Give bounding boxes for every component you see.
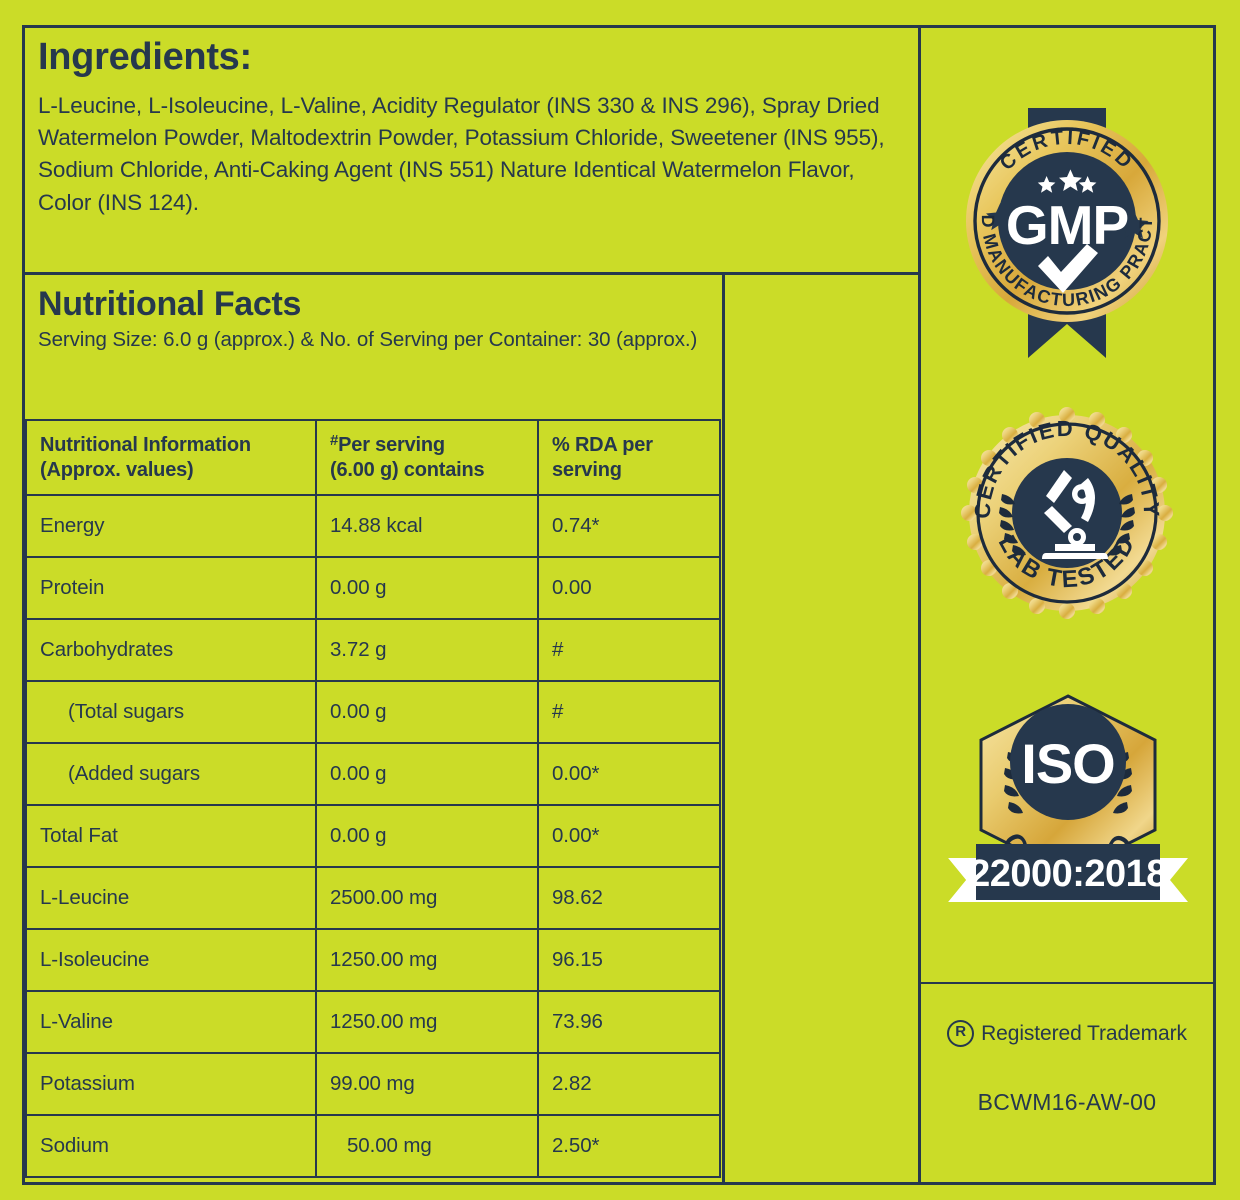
- ingredients-bottom-divider: [22, 272, 921, 275]
- iso-certified-badge: ISO CERTIFIED 22000:2018: [940, 690, 1196, 928]
- nutrition-table: Nutritional Information (Approx. values)…: [25, 419, 721, 1178]
- row-per-serving: 3.72 g: [315, 618, 539, 682]
- row-nutrient-name: L-Leucine: [25, 866, 317, 930]
- serving-info: Serving Size: 6.0 g (approx.) & No. of S…: [38, 328, 698, 352]
- row-rda: 2.50*: [537, 1114, 721, 1178]
- laurel-left-icon: [999, 494, 1026, 556]
- label-outer-frame: [22, 25, 1216, 1185]
- row-rda: 98.62: [537, 866, 721, 930]
- header-nutrient-line1: Nutritional Information: [40, 433, 251, 456]
- row-nutrient-name: Sodium: [25, 1114, 317, 1178]
- row-per-serving: 0.00 g: [315, 680, 539, 744]
- header-per-serving: #Per serving (6.00 g) contains: [315, 419, 539, 496]
- table-row: Carbohydrates 3.72 g #: [25, 618, 721, 682]
- row-per-serving: 14.88 kcal: [315, 494, 539, 558]
- table-row: L-Valine 1250.00 mg 73.96: [25, 990, 721, 1054]
- registered-trademark-label: Registered Trademark: [981, 1021, 1187, 1045]
- table-header-row: Nutritional Information (Approx. values)…: [25, 419, 721, 496]
- row-nutrient-name: L-Valine: [25, 990, 317, 1054]
- gmp-certified-badge: CERTIFIED GOOD MANUFACTURING PRACTICES G…: [952, 62, 1174, 364]
- row-rda: 73.96: [537, 990, 721, 1054]
- row-per-serving: 0.00 g: [315, 556, 539, 620]
- right-panel-divider: [918, 982, 1216, 984]
- microscope-icon: [1042, 470, 1108, 559]
- header-rda: % RDA per serving: [537, 419, 721, 496]
- row-per-serving: 0.00 g: [315, 804, 539, 868]
- row-per-serving: 1250.00 mg: [315, 990, 539, 1054]
- trademark-block: R Registered Trademark BCWM16-AW-00: [918, 1020, 1216, 1116]
- ingredients-title: Ingredients:: [38, 36, 252, 78]
- header-rda-line2: serving: [552, 458, 622, 481]
- nutrition-title: Nutritional Facts: [38, 285, 302, 323]
- row-nutrient-name: Energy: [25, 494, 317, 558]
- row-rda: 2.82: [537, 1052, 721, 1116]
- header-per-serving-line2: (6.00 g) contains: [330, 459, 485, 481]
- table-row: L-Isoleucine 1250.00 mg 96.15: [25, 928, 721, 992]
- table-row: Energy 14.88 kcal 0.74*: [25, 494, 721, 558]
- row-rda: #: [537, 618, 721, 682]
- row-nutrient-name: (Total sugars: [25, 680, 317, 744]
- nutrition-heading-block: Nutritional Facts Serving Size: 6.0 g (a…: [38, 286, 710, 353]
- header-per-serving-line1: Per serving: [338, 434, 445, 456]
- row-nutrient-name: L-Isoleucine: [25, 928, 317, 992]
- svg-text:GMP: GMP: [1006, 194, 1128, 256]
- registered-trademark-line: R Registered Trademark: [918, 1020, 1216, 1047]
- footnote-column-divider: [722, 272, 725, 1185]
- row-rda: 96.15: [537, 928, 721, 992]
- row-rda: 0.00*: [537, 742, 721, 806]
- svg-text:ISO: ISO: [1021, 732, 1114, 795]
- footnotes-rotated-block: %RDA values established as per ICMR 2020…: [725, 275, 919, 1183]
- lab-tested-badge: CERTIFIED QUALITY LAB TESTED: [960, 406, 1174, 620]
- table-body: Energy 14.88 kcal 0.74* Protein 0.00 g 0…: [25, 494, 721, 1178]
- header-nutrient: Nutritional Information (Approx. values): [25, 419, 317, 496]
- ingredients-section: Ingredients: L-Leucine, L-Isoleucine, L-…: [38, 38, 910, 219]
- row-per-serving: 0.00 g: [315, 742, 539, 806]
- row-rda: #: [537, 680, 721, 744]
- table-row: Potassium 99.00 mg 2.82: [25, 1052, 721, 1116]
- row-per-serving: 2500.00 mg: [315, 866, 539, 930]
- row-per-serving: 50.00 mg: [315, 1114, 539, 1178]
- row-rda: 0.00: [537, 556, 721, 620]
- registered-trademark-icon: R: [947, 1020, 975, 1047]
- table-row: Total Fat 0.00 g 0.00*: [25, 804, 721, 868]
- table-row: Sodium 50.00 mg 2.50*: [25, 1114, 721, 1178]
- row-per-serving: 1250.00 mg: [315, 928, 539, 992]
- svg-text:22000:2018: 22000:2018: [969, 853, 1167, 895]
- table-row: L-Leucine 2500.00 mg 98.62: [25, 866, 721, 930]
- row-nutrient-name: Total Fat: [25, 804, 317, 868]
- row-nutrient-name: Potassium: [25, 1052, 317, 1116]
- row-nutrient-name: Carbohydrates: [25, 618, 317, 682]
- row-rda: 0.00*: [537, 804, 721, 868]
- table-row: (Total sugars 0.00 g #: [25, 680, 721, 744]
- ingredients-body: L-Leucine, L-Isoleucine, L-Valine, Acidi…: [38, 93, 885, 215]
- row-rda: 0.74*: [537, 494, 721, 558]
- table-row: Protein 0.00 g 0.00: [25, 556, 721, 620]
- header-hash-superscript: #: [330, 432, 339, 449]
- row-nutrient-name: (Added sugars: [25, 742, 317, 806]
- main-vertical-divider: [918, 25, 921, 1185]
- artwork-code: BCWM16-AW-00: [977, 1089, 1157, 1115]
- table-row: (Added sugars 0.00 g 0.00*: [25, 742, 721, 806]
- header-rda-line1: % RDA per: [552, 433, 653, 456]
- header-nutrient-line2: (Approx. values): [40, 458, 194, 481]
- laurel-right-icon: [1108, 494, 1135, 556]
- row-nutrient-name: Protein: [25, 556, 317, 620]
- row-per-serving: 99.00 mg: [315, 1052, 539, 1116]
